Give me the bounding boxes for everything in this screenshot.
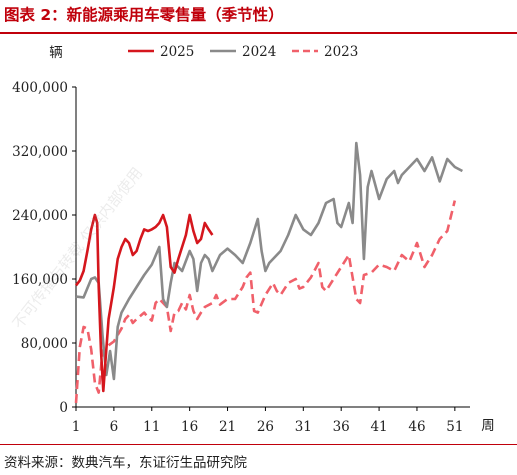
- legend-label-2025: 2025: [160, 44, 194, 60]
- footer-rule: [0, 444, 517, 445]
- y-tick-label: 80,000: [21, 336, 68, 352]
- title-rule: [0, 32, 517, 34]
- series-line-2025: [74, 213, 214, 393]
- series-line-2023: [74, 200, 457, 404]
- x-tick-label: 6: [110, 419, 119, 435]
- x-tick-label: 41: [370, 419, 387, 435]
- x-tick-label: 36: [333, 419, 350, 435]
- source-note: 资料来源：数典汽车，东证衍生品研究院: [4, 455, 247, 471]
- legend-label-2023: 2023: [324, 44, 358, 60]
- x-tick-label: 11: [143, 419, 160, 435]
- y-tick-label: 320,000: [12, 144, 68, 160]
- x-ticks: 1 6 11 16 21 26 31 36 41 46 51: [72, 407, 463, 435]
- y-tick-label: 240,000: [12, 208, 68, 224]
- axis-unit-labels: 辆周: [49, 45, 495, 434]
- x-tick-label: 21: [219, 419, 236, 435]
- legend: 2025 2024 2023: [128, 44, 358, 60]
- axes: [75, 87, 470, 408]
- x-tick-label: 46: [408, 419, 425, 435]
- series-line-2024: [75, 141, 464, 381]
- x-tick-label: 31: [295, 419, 312, 435]
- y-tick-label: 400,000: [12, 80, 68, 96]
- y-unit-label: 辆: [49, 45, 63, 61]
- x-tick-label: 1: [72, 419, 81, 435]
- series-lines: [74, 141, 464, 404]
- y-tick-label: 0: [59, 400, 68, 416]
- legend-label-2024: 2024: [242, 44, 276, 60]
- x-tick-label: 16: [181, 419, 198, 435]
- x-unit-label: 周: [481, 418, 495, 434]
- x-tick-label: 51: [446, 419, 463, 435]
- figure-title: 图表 2：新能源乘用车零售量（季节性）: [4, 6, 284, 24]
- x-tick-label: 26: [257, 419, 274, 435]
- y-tick-label: 160,000: [12, 272, 68, 288]
- y-ticks: 0 80,000 160,000 240,000 320,000 400,000: [12, 80, 76, 416]
